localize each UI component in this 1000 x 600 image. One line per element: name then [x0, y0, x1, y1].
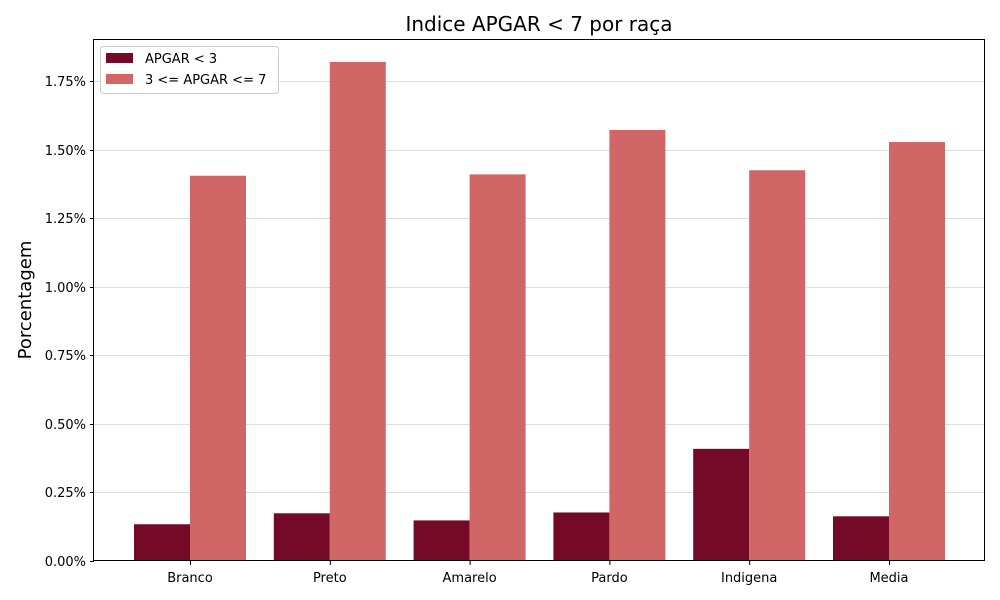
- y-axis-ticks: 0.00% 0.25% 0.50% 0.75% 1.00% 1.25% 1.50% 1.75%: [45, 75, 94, 570]
- bar-apgar-3to7-pardo: [609, 129, 666, 562]
- bar-apgar-3to7-amarelo: [469, 174, 526, 561]
- y-tick-label: 1.75%: [45, 75, 86, 90]
- x-tick-label: Amarelo: [443, 571, 497, 586]
- legend-label: 3 <= APGAR <= 7: [145, 73, 266, 88]
- bar-apgar-3to7-preto: [329, 61, 386, 562]
- y-tick-label: 0.50%: [45, 418, 86, 433]
- y-tick-label: 1.50%: [45, 144, 86, 159]
- x-tick-label: Pardo: [591, 571, 628, 586]
- bar-apgar-lt3-indigena: [693, 448, 750, 561]
- legend-box: [100, 46, 279, 94]
- plot-frame: [93, 39, 985, 561]
- bar-apgar-lt3-amarelo: [413, 520, 470, 561]
- bars: [134, 61, 945, 562]
- legend-swatch: [106, 53, 133, 63]
- bar-apgar-lt3-media: [833, 516, 889, 561]
- bar-apgar-lt3-pardo: [553, 512, 610, 561]
- chart-title: Indice APGAR < 7 por raça: [405, 12, 672, 36]
- x-tick-label: Branco: [167, 571, 213, 586]
- y-tick-label: 1.25%: [45, 212, 86, 227]
- y-tick-label: 0.00%: [45, 555, 86, 570]
- bar-apgar-lt3-preto: [273, 513, 330, 561]
- legend: APGAR < 3 3 <= APGAR <= 7: [100, 46, 279, 94]
- bar-apgar-3to7-media: [889, 142, 945, 561]
- bar-apgar-3to7-branco: [190, 175, 246, 562]
- bar-apgar-3to7-indigena: [749, 170, 806, 561]
- legend-label: APGAR < 3: [145, 52, 217, 67]
- legend-swatch: [106, 74, 133, 84]
- bar-apgar-lt3-branco: [134, 524, 190, 561]
- x-tick-label: Preto: [313, 571, 347, 586]
- x-tick-label: Media: [869, 571, 908, 586]
- y-axis-label: Porcentagem: [15, 241, 36, 360]
- y-tick-label: 0.25%: [45, 486, 86, 501]
- y-tick-label: 1.00%: [45, 281, 86, 296]
- x-axis-ticks: Branco Preto Amarelo Pardo Indigena Media: [167, 561, 909, 586]
- x-tick-label: Indigena: [721, 571, 777, 586]
- y-tick-label: 0.75%: [45, 349, 86, 364]
